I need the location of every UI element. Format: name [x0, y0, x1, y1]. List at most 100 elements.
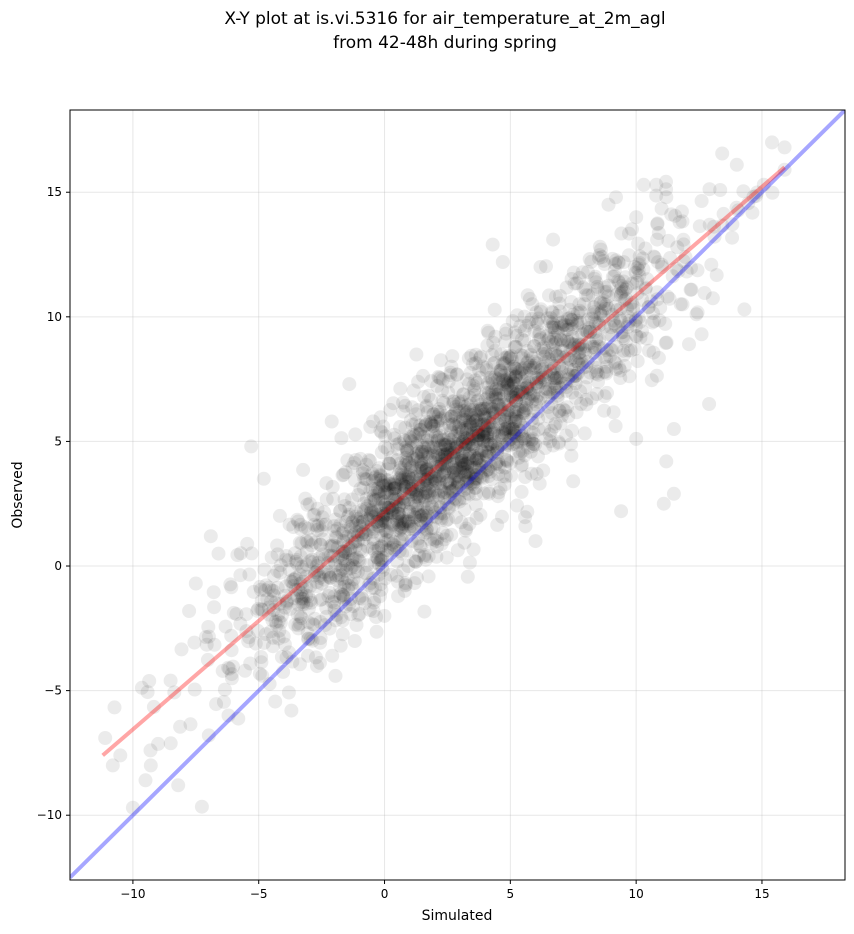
data-point	[378, 497, 393, 512]
data-point	[505, 422, 520, 437]
data-point	[373, 500, 388, 515]
data-point	[393, 532, 408, 546]
data-point	[288, 571, 303, 585]
data-point	[415, 463, 430, 478]
data-point	[435, 393, 450, 408]
data-point	[480, 427, 495, 442]
data-point	[471, 425, 486, 440]
data-point	[397, 492, 412, 507]
data-point	[374, 515, 389, 530]
data-point	[240, 536, 255, 551]
data-point	[438, 463, 452, 478]
data-point	[584, 311, 599, 326]
data-point	[584, 254, 599, 269]
data-point	[484, 370, 499, 385]
data-point	[630, 273, 645, 288]
data-point	[419, 460, 434, 475]
data-point	[410, 451, 425, 466]
data-point	[462, 447, 477, 462]
data-point	[370, 550, 385, 565]
data-point	[375, 511, 390, 526]
data-point	[535, 370, 550, 385]
data-point	[335, 627, 350, 642]
data-point	[474, 401, 489, 416]
data-point	[452, 415, 467, 429]
data-point	[218, 619, 233, 634]
x-tick-label: −5	[250, 887, 268, 901]
data-point	[223, 577, 238, 592]
data-point	[444, 409, 459, 424]
data-point	[413, 454, 428, 469]
data-point	[586, 300, 601, 315]
data-point	[581, 312, 596, 327]
data-point	[395, 520, 410, 535]
data-point	[492, 460, 507, 474]
data-point	[506, 404, 521, 419]
data-point	[238, 663, 252, 678]
data-point	[621, 248, 636, 263]
data-point	[379, 524, 394, 539]
data-point	[171, 778, 186, 793]
data-point	[415, 507, 430, 522]
y-tick-label: 15	[47, 185, 62, 199]
data-point	[294, 595, 309, 609]
plot-area-frame	[69, 109, 846, 881]
data-point	[394, 477, 409, 491]
data-point	[518, 470, 533, 484]
data-point	[439, 513, 454, 528]
data-point	[480, 434, 495, 448]
data-point	[533, 374, 548, 389]
data-point	[559, 322, 574, 337]
data-point	[398, 450, 413, 465]
data-point	[367, 555, 382, 570]
data-point	[390, 508, 405, 523]
data-point	[384, 486, 399, 501]
data-point	[226, 605, 241, 620]
data-point	[411, 531, 426, 546]
data-point	[309, 559, 324, 573]
data-point	[524, 312, 539, 326]
data-point	[540, 382, 555, 397]
data-point	[391, 499, 406, 514]
data-point	[529, 375, 544, 390]
data-point	[672, 215, 687, 230]
data-point	[362, 577, 376, 592]
data-point	[419, 462, 434, 477]
data-point	[609, 190, 623, 205]
data-point	[398, 543, 413, 558]
data-point	[461, 437, 476, 452]
data-point	[383, 540, 398, 555]
data-point	[413, 422, 428, 437]
data-point	[265, 613, 280, 628]
data-point	[480, 444, 495, 459]
data-point	[704, 257, 719, 272]
data-point	[411, 403, 426, 418]
data-point	[417, 474, 432, 489]
data-point	[418, 494, 433, 508]
data-point	[459, 421, 473, 435]
data-point	[396, 563, 411, 578]
data-point	[431, 369, 446, 384]
data-point	[349, 505, 363, 520]
data-point	[428, 464, 443, 479]
data-point	[296, 462, 311, 477]
data-point	[449, 451, 464, 466]
data-point	[457, 430, 472, 445]
data-point	[330, 540, 345, 555]
data-point	[607, 263, 622, 278]
data-point	[566, 474, 581, 489]
data-point	[448, 469, 463, 484]
data-point	[568, 369, 582, 383]
data-point	[354, 503, 369, 518]
data-point	[626, 302, 641, 317]
data-point	[505, 384, 520, 399]
data-point	[660, 289, 675, 304]
data-point	[614, 226, 629, 241]
data-point	[360, 539, 375, 554]
data-point	[517, 369, 532, 384]
data-point	[285, 575, 300, 590]
data-point	[371, 471, 386, 486]
data-point	[392, 518, 407, 533]
data-point	[382, 482, 397, 497]
scatter-points	[98, 135, 792, 815]
